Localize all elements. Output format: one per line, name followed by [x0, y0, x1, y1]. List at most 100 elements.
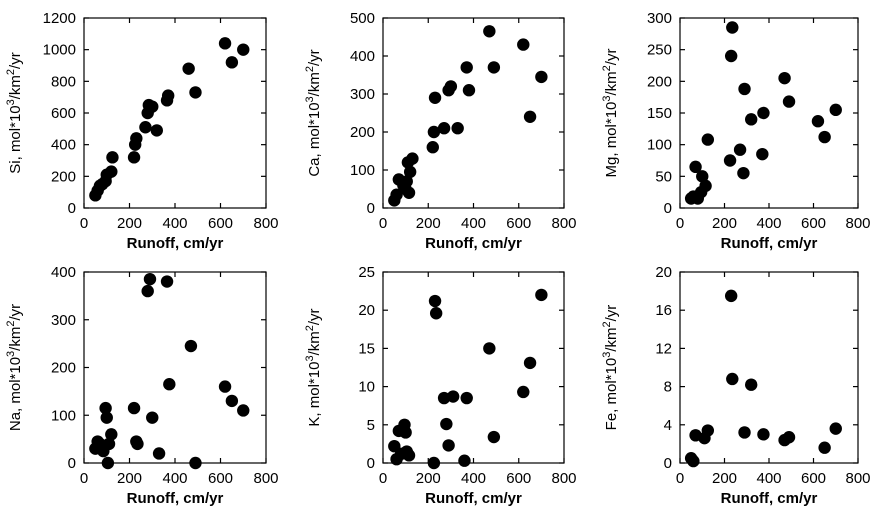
data-point-fe — [726, 372, 739, 386]
data-point-na — [127, 401, 141, 415]
data-point-k — [487, 430, 501, 444]
y-axis-label-mg: Mg, mol*103/km2/yr — [601, 49, 620, 178]
y-tick-label-k: 25 — [358, 264, 375, 281]
y-tick-label-mg: 200 — [647, 73, 672, 90]
data-point-mg — [745, 113, 758, 126]
data-point-si — [225, 56, 239, 69]
y-axis-label-si: Si, mol*103/km2/yr — [5, 52, 24, 173]
x-tick-label-na: 200 — [117, 470, 142, 487]
y-tick-label-si: 1200 — [43, 10, 76, 27]
y-tick-label-ca: 0 — [367, 200, 375, 217]
data-point-k — [483, 342, 496, 355]
data-point-fe — [829, 422, 842, 435]
data-point-mg — [689, 160, 702, 174]
y-tick-label-ca: 200 — [350, 124, 375, 141]
y-tick-label-mg: 0 — [664, 200, 672, 217]
data-point-na — [99, 401, 112, 415]
data-point-ca — [444, 80, 458, 93]
data-point-na — [141, 284, 154, 298]
data-point-ca — [426, 141, 439, 154]
x-tick-label-k: 400 — [461, 470, 486, 487]
x-axis-label-k: Runoff, cm/yr — [425, 490, 522, 507]
x-tick-label-k: 0 — [379, 470, 387, 487]
data-point-mg — [829, 103, 842, 117]
data-point-na — [101, 456, 115, 470]
x-tick-label-ca: 600 — [506, 215, 531, 232]
x-tick-label-fe: 200 — [712, 470, 737, 487]
data-point-k — [523, 356, 537, 370]
y-tick-label-si: 600 — [51, 105, 76, 122]
data-point-na — [105, 428, 118, 441]
x-tick-label-ca: 200 — [416, 215, 441, 232]
x-tick-label-mg: 800 — [845, 215, 870, 232]
x-tick-label-k: 200 — [416, 470, 441, 487]
data-point-mg — [701, 133, 715, 146]
data-point-ca — [483, 25, 496, 38]
y-tick-label-na: 300 — [51, 312, 76, 329]
data-point-k — [440, 417, 453, 431]
x-tick-label-si: 200 — [117, 215, 142, 232]
x-tick-label-fe: 400 — [756, 470, 781, 487]
x-tick-label-mg: 600 — [801, 215, 826, 232]
x-tick-label-fe: 800 — [845, 470, 870, 487]
y-tick-label-fe: 4 — [664, 417, 672, 434]
y-tick-label-na: 0 — [68, 455, 76, 472]
y-tick-label-ca: 400 — [350, 48, 375, 65]
data-point-si — [182, 62, 195, 75]
data-point-ca — [460, 61, 473, 74]
data-point-k — [429, 307, 443, 320]
x-axis-label-mg: Runoff, cm/yr — [721, 235, 818, 252]
y-tick-label-si: 200 — [51, 168, 76, 185]
y-axis-label-fe: Fe, mol*103/km2/yr — [601, 305, 620, 431]
y-tick-label-ca: 100 — [350, 162, 375, 179]
y-tick-label-fe: 12 — [655, 340, 672, 357]
data-point-ca — [462, 84, 476, 97]
data-point-mg — [696, 170, 709, 183]
panel-k: 0 200 400 600 800 0 5 10 15 20 25 Runoff, cm/yr K, m… — [304, 264, 577, 507]
data-point-fe — [745, 378, 758, 391]
data-point-na — [237, 404, 250, 417]
data-point-na — [160, 275, 174, 288]
data-point-ca — [400, 175, 413, 188]
y-tick-label-fe: 20 — [655, 264, 672, 281]
data-point-si — [237, 43, 250, 56]
y-tick-label-mg: 50 — [655, 168, 672, 185]
data-point-ca — [427, 125, 441, 139]
panel-mg: 0 200 400 600 800 0 50 100 150 200 250 300 Runoff, c… — [601, 10, 871, 252]
data-point-mg — [737, 166, 750, 180]
panel-ca: 0 200 400 600 800 0 100 200 300 400 500 Runoff, cm/… — [304, 10, 577, 252]
y-tick-label-na: 400 — [51, 264, 76, 281]
data-point-na — [100, 411, 113, 424]
data-point-mg — [738, 82, 751, 96]
data-point-si — [161, 89, 175, 102]
data-point-si — [150, 124, 163, 137]
data-point-na — [102, 437, 116, 451]
y-tick-label-mg: 250 — [647, 42, 672, 59]
x-tick-label-na: 800 — [253, 470, 278, 487]
y-tick-label-fe: 8 — [664, 379, 672, 396]
data-point-na — [163, 378, 176, 391]
data-point-mg — [818, 130, 831, 144]
data-point-si — [127, 151, 141, 164]
data-point-si — [105, 165, 118, 178]
y-tick-label-si: 1000 — [43, 42, 76, 59]
data-point-k — [399, 426, 412, 439]
data-point-na — [184, 339, 198, 353]
y-axis-label-k: K, mol*103/km2/yr — [304, 308, 323, 426]
data-point-si — [139, 121, 152, 134]
data-point-mg — [782, 95, 796, 108]
y-tick-label-ca: 500 — [350, 10, 375, 27]
x-tick-label-mg: 0 — [676, 215, 684, 232]
panel-fe: 0 200 400 600 800 0 4 8 12 16 20 Runoff, cm/yr Fe, m… — [601, 264, 871, 507]
x-tick-label-si: 600 — [208, 215, 233, 232]
data-point-k — [402, 449, 416, 462]
data-point-si — [189, 86, 202, 99]
data-point-si — [130, 132, 143, 145]
data-point-ca — [517, 38, 530, 51]
data-point-na — [152, 447, 166, 460]
data-point-k — [460, 391, 473, 405]
data-point-ca — [406, 152, 419, 165]
y-tick-label-fe: 0 — [664, 455, 672, 472]
y-tick-label-k: 0 — [367, 455, 375, 472]
